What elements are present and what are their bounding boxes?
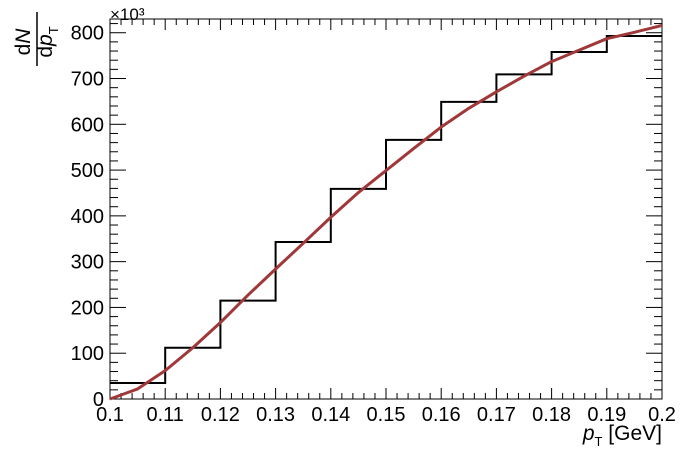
y-tick-label: 200: [71, 297, 104, 319]
plot-data: [109, 23, 663, 401]
x-tick-label: 0.12: [201, 404, 240, 426]
x-tick-label: 0.15: [367, 404, 406, 426]
y-tick-label: 0: [93, 389, 104, 411]
x-tick-label: 0.1: [96, 404, 124, 426]
histogram-series: [110, 34, 662, 384]
y-tick-label: 700: [71, 69, 104, 91]
y-multiplier-label: ×10³: [110, 5, 145, 24]
x-tick-label: 0.14: [311, 404, 350, 426]
x-tick-label: 0.11: [146, 404, 183, 426]
y-axis-title-numerator: dN: [12, 28, 35, 56]
x-tick-label: 0.2: [648, 404, 676, 426]
x-tick-label: 0.16: [422, 404, 461, 426]
x-tick-label: 0.19: [587, 404, 626, 426]
x-tick-labels: 0.1 0.11 0.12 0.13 0.14 0.15 0.16 0.17 0.18 0.19 0…: [96, 404, 676, 426]
x-tick-label: 0.13: [256, 404, 295, 426]
plot-border: [109, 18, 663, 400]
y-tick-label: 400: [71, 206, 104, 228]
y-tick-label: 100: [71, 343, 104, 365]
x-tick-label: 0.17: [477, 404, 516, 426]
y-axis-title-denominator: dpT: [34, 26, 61, 57]
y-tick-label: 600: [71, 114, 104, 136]
y-tick-label: 300: [71, 252, 104, 274]
x-axis-title: pT [GeV]: [582, 422, 662, 449]
x-tick-label: 0.18: [532, 404, 571, 426]
y-tick-label: 500: [71, 160, 104, 182]
y-tick-labels: 0 100 200 300 400 500 600 700 800: [71, 23, 104, 411]
plot-frame: [109, 18, 663, 400]
fit-curve-series: [109, 23, 663, 401]
y-axis-title: dN dpT: [12, 12, 61, 66]
y-tick-label: 800: [71, 23, 104, 45]
axis-ticks: [109, 19, 663, 400]
